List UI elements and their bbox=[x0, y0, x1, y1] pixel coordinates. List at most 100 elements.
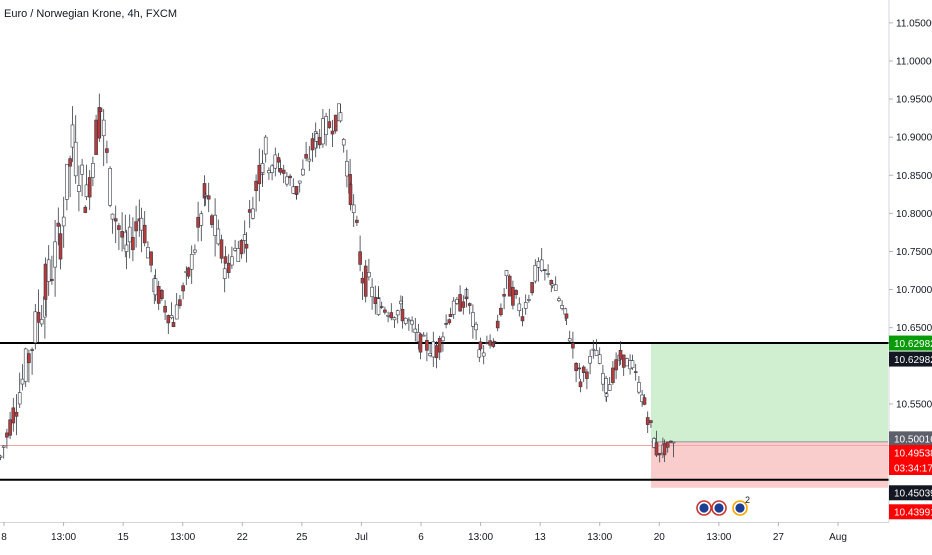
time-tick-label: Aug bbox=[829, 532, 847, 543]
candle-body-down bbox=[87, 177, 92, 198]
candle-body-down bbox=[276, 157, 281, 163]
candle-body-up bbox=[386, 315, 390, 317]
candle-body-down bbox=[611, 367, 615, 383]
time-tick-label: 13:00 bbox=[706, 532, 731, 543]
candle-body-down bbox=[210, 215, 214, 225]
chart-title: Euro / Norwegian Krone, 4h, FXCM bbox=[4, 8, 178, 20]
candle-body-up bbox=[407, 319, 411, 322]
flag-icon[interactable] bbox=[696, 500, 712, 516]
candle-body-up bbox=[351, 204, 356, 214]
candle-body-down bbox=[478, 341, 483, 350]
candle-body-down bbox=[348, 184, 353, 206]
candle-body-down bbox=[418, 333, 423, 353]
candle-body-up bbox=[23, 348, 28, 382]
candle-body-up bbox=[588, 356, 592, 364]
candle-body-up bbox=[370, 286, 374, 298]
candle-body-down bbox=[425, 340, 429, 351]
candle-body-up bbox=[428, 353, 432, 356]
candle-body-up bbox=[591, 348, 596, 351]
candle-body-up bbox=[567, 338, 572, 342]
candle-body-up bbox=[43, 296, 47, 318]
candle-body-down bbox=[11, 407, 16, 424]
candle-body-up bbox=[533, 264, 538, 282]
candle-body-down bbox=[43, 263, 48, 300]
candle-body-down bbox=[665, 441, 670, 448]
time-tick-label: 13:00 bbox=[170, 532, 195, 543]
candle-body-down bbox=[437, 338, 442, 353]
support-price-label: 10.45039 bbox=[894, 489, 932, 500]
candle-body-up bbox=[17, 392, 22, 405]
candle-body-up bbox=[203, 194, 208, 197]
candle-body-down bbox=[448, 314, 453, 318]
candle-body-up bbox=[273, 154, 278, 169]
event-icons-layer[interactable]: 2 bbox=[696, 495, 750, 516]
candle-body-down bbox=[239, 240, 244, 255]
candle-body-down bbox=[363, 265, 368, 297]
candle-body-down bbox=[495, 320, 500, 329]
candle-body-up bbox=[169, 315, 174, 319]
stop-zone[interactable] bbox=[651, 441, 888, 488]
candle-body-down bbox=[8, 419, 12, 436]
candle-body-up bbox=[527, 299, 531, 301]
candle-body-up bbox=[557, 298, 561, 301]
candle-body-up bbox=[471, 312, 475, 327]
candle-body-down bbox=[669, 440, 673, 443]
candle-body-down bbox=[163, 305, 167, 313]
candle-body-down bbox=[160, 289, 164, 299]
candle-body-up bbox=[601, 373, 605, 385]
target-zone[interactable] bbox=[651, 343, 888, 442]
candle-body-up bbox=[110, 213, 115, 220]
candle-body-up bbox=[73, 141, 78, 177]
candle-body-down bbox=[206, 195, 211, 200]
candle-body-down bbox=[278, 168, 283, 173]
axes-layer: 11.05000 11.00000 10.95000 10.90000 10.85000… bbox=[0, 0, 932, 543]
candle-body-up bbox=[451, 300, 456, 315]
position-zones[interactable] bbox=[651, 343, 888, 488]
price-tick-label: 11.00000 bbox=[896, 56, 932, 67]
time-tick-label: 20 bbox=[654, 532, 666, 543]
candle-body-down bbox=[485, 342, 489, 344]
time-tick-label: 25 bbox=[296, 532, 308, 543]
candle-body-down bbox=[645, 417, 650, 425]
candle-body-up bbox=[20, 378, 25, 385]
candle-body-down bbox=[577, 367, 582, 370]
candle-body-up bbox=[403, 317, 408, 324]
candle-body-down bbox=[120, 231, 124, 238]
candle-body-down bbox=[502, 294, 506, 297]
candle-body-up bbox=[65, 163, 69, 200]
flag-icon[interactable] bbox=[711, 500, 727, 516]
candle-body-up bbox=[504, 270, 509, 277]
candle-body-up bbox=[523, 302, 528, 309]
candle-body-up bbox=[604, 378, 608, 394]
candle-body-up bbox=[477, 349, 482, 358]
candle-body-down bbox=[355, 219, 359, 223]
candle-body-up bbox=[236, 248, 241, 262]
candle-body-down bbox=[257, 164, 262, 185]
candle-body-down bbox=[14, 411, 19, 417]
target-price-label: 10.62982 bbox=[894, 339, 932, 350]
price-tick-label: 10.95000 bbox=[896, 95, 932, 106]
entry-price-label-bg bbox=[889, 431, 932, 447]
flag-icon[interactable] bbox=[732, 500, 748, 516]
candle-body-down bbox=[30, 349, 34, 351]
candle-body-down bbox=[383, 309, 387, 313]
time-tick-label: 15 bbox=[118, 532, 130, 543]
candle-body-down bbox=[621, 354, 626, 368]
candle-body-up bbox=[550, 283, 555, 286]
candle-body-down bbox=[389, 312, 394, 319]
horizontal-levels[interactable] bbox=[0, 342, 889, 481]
candle-body-up bbox=[597, 354, 602, 364]
candle-body-down bbox=[156, 286, 161, 304]
candle-body-up bbox=[53, 241, 57, 268]
candles-layer bbox=[0, 93, 676, 463]
entry-price-label: 10.50016 bbox=[894, 435, 932, 446]
target-price-label-bg bbox=[889, 335, 932, 351]
candle-body-down bbox=[571, 342, 575, 349]
candle-body-down bbox=[358, 251, 362, 265]
candle-body-down bbox=[50, 278, 54, 281]
candle-body-up bbox=[553, 284, 558, 291]
flag-icon-fill bbox=[699, 503, 709, 513]
candle-body-up bbox=[392, 317, 397, 321]
